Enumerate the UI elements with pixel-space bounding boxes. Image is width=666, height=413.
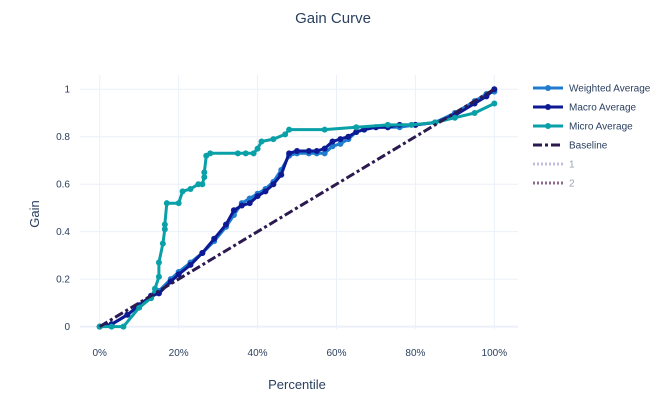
data-point-macro-average — [187, 261, 194, 268]
data-point-macro-average — [321, 145, 328, 152]
legend-item-weighted-average[interactable]: Weighted Average — [533, 84, 651, 95]
x-tick-label: 0% — [93, 348, 108, 359]
data-point-macro-average — [329, 138, 336, 145]
x-axis-title: Percentile — [268, 377, 326, 392]
legend-item-micro-average[interactable]: Micro Average — [533, 122, 633, 133]
data-point-weighted-average — [321, 150, 328, 157]
data-point-micro-average — [179, 188, 186, 195]
x-tick-label: 80% — [405, 348, 425, 359]
data-point-macro-average — [337, 136, 344, 143]
data-point-macro-average — [230, 207, 237, 214]
data-point-micro-average — [471, 109, 478, 116]
chart-title: Gain Curve — [295, 10, 371, 27]
x-tick-label: 40% — [248, 348, 268, 359]
legend-label: Weighted Average — [569, 84, 651, 95]
data-point-micro-average — [384, 121, 391, 128]
data-point-micro-average — [451, 114, 458, 121]
data-point-macro-average — [286, 150, 293, 157]
legend-label: Macro Average — [569, 103, 637, 114]
legend[interactable]: Weighted Average Macro Average Micro Avera… — [533, 84, 651, 190]
data-point-macro-average — [483, 93, 490, 100]
legend-marker — [545, 123, 551, 129]
data-point-micro-average — [353, 124, 360, 131]
x-tick-label: 100% — [482, 348, 508, 359]
y-tick-label: 1 — [64, 85, 70, 96]
data-point-micro-average — [242, 150, 249, 157]
data-point-micro-average — [199, 181, 206, 188]
data-point-micro-average — [254, 145, 261, 152]
legend-item-baseline[interactable]: Baseline — [533, 141, 608, 152]
data-point-micro-average — [163, 200, 170, 207]
legend-item-2[interactable]: 2 — [533, 179, 575, 190]
plot-area: 0 0.2 0.4 0.6 0.8 1 0% 20% 40% 60% 80% 100% — [56, 75, 518, 359]
data-point-macro-average — [254, 193, 261, 200]
data-point-micro-average — [282, 131, 289, 138]
legend-label: 1 — [569, 160, 575, 171]
data-point-micro-average — [161, 221, 168, 228]
data-point-macro-average — [294, 147, 301, 154]
data-point-macro-average — [353, 128, 360, 135]
data-point-macro-average — [199, 250, 206, 257]
data-point-micro-average — [270, 136, 277, 143]
data-point-macro-average — [223, 221, 229, 228]
data-point-micro-average — [161, 226, 168, 233]
series-line-baseline — [98, 87, 496, 328]
x-tick-label: 20% — [169, 348, 189, 359]
data-point-macro-average — [345, 133, 352, 140]
data-point-micro-average — [155, 259, 162, 266]
data-point-macro-average — [270, 181, 277, 188]
data-point-micro-average — [408, 121, 415, 128]
data-point-micro-average — [250, 150, 257, 157]
data-point-macro-average — [124, 311, 131, 318]
data-point-micro-average — [201, 174, 208, 181]
data-point-micro-average — [175, 200, 182, 207]
data-point-macro-average — [305, 147, 312, 154]
data-point-macro-average — [246, 200, 253, 207]
data-point-micro-average — [108, 323, 115, 330]
data-point-micro-average — [136, 304, 143, 311]
y-tick-label: 0.4 — [56, 227, 70, 238]
y-axis-title: Gain — [27, 200, 42, 227]
y-tick-label: 0.2 — [56, 275, 70, 286]
data-point-micro-average — [159, 240, 166, 247]
data-point-weighted-average — [337, 140, 344, 147]
data-point-micro-average — [151, 285, 158, 292]
data-point-micro-average — [491, 100, 498, 107]
data-point-micro-average — [234, 150, 241, 157]
data-point-micro-average — [321, 126, 328, 133]
data-point-macro-average — [211, 235, 218, 242]
data-point-micro-average — [258, 138, 265, 145]
legend-item-macro-average[interactable]: Macro Average — [533, 103, 637, 114]
data-point-micro-average — [207, 150, 214, 157]
legend-label: 2 — [569, 179, 575, 190]
legend-item-1[interactable]: 1 — [533, 160, 575, 171]
y-tick-label: 0.6 — [56, 180, 70, 191]
legend-marker — [545, 104, 551, 110]
y-tick-label: 0 — [64, 322, 70, 333]
legend-label: Baseline — [569, 141, 608, 152]
data-point-macro-average — [175, 271, 182, 278]
data-point-macro-average — [278, 171, 285, 178]
data-point-macro-average — [238, 202, 245, 209]
data-point-macro-average — [313, 147, 320, 154]
y-tick-label: 0.8 — [56, 132, 70, 143]
data-point-micro-average — [187, 185, 194, 192]
data-point-micro-average — [155, 273, 162, 280]
data-point-micro-average — [286, 126, 293, 133]
data-point-micro-average — [201, 169, 208, 176]
legend-label: Micro Average — [569, 122, 633, 133]
data-point-micro-average — [120, 323, 127, 330]
legend-marker — [545, 85, 551, 91]
data-point-macro-average — [262, 188, 269, 195]
x-tick-label: 60% — [326, 348, 346, 359]
